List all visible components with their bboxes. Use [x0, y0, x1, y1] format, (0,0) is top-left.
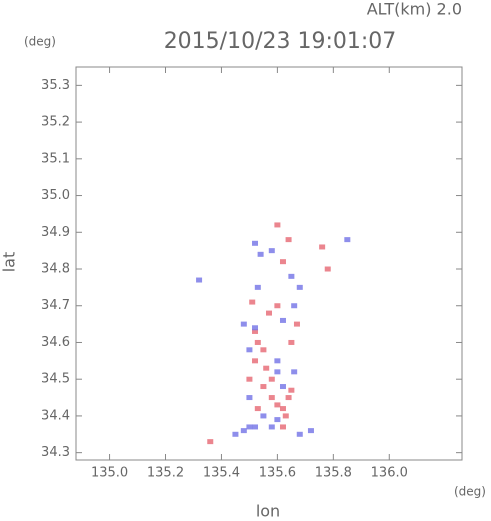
- y-tick-label: 35.2: [41, 115, 70, 130]
- data-point: [260, 413, 267, 419]
- data-point: [279, 406, 286, 412]
- x-tick-label: 135.4: [203, 466, 240, 481]
- y-tick-label: 34.9: [41, 225, 70, 240]
- data-point: [324, 266, 331, 272]
- data-point: [268, 424, 275, 430]
- x-tick-label: 136.0: [371, 466, 408, 481]
- data-point: [257, 251, 264, 257]
- data-point: [285, 395, 292, 401]
- data-point: [274, 369, 281, 375]
- data-point: [296, 431, 303, 437]
- y-unit: (deg): [24, 35, 56, 49]
- x-unit: (deg): [454, 485, 486, 499]
- data-point: [344, 237, 351, 243]
- data-point: [288, 273, 295, 279]
- data-point: [246, 347, 253, 353]
- altitude-label: ALT(km) 2.0: [367, 0, 462, 19]
- data-point: [279, 317, 286, 323]
- data-point: [252, 328, 259, 334]
- y-tick-label: 35.1: [41, 151, 70, 166]
- data-point: [268, 248, 275, 254]
- data-point: [274, 222, 281, 228]
- y-tick-label: 34.7: [41, 298, 70, 313]
- data-point: [319, 244, 326, 250]
- data-point: [246, 424, 253, 430]
- data-point: [252, 358, 259, 364]
- data-point: [240, 321, 247, 327]
- data-point: [252, 424, 259, 430]
- data-point: [260, 384, 267, 390]
- data-point: [196, 277, 203, 283]
- plot-frame: [75, 66, 463, 461]
- data-point: [254, 284, 261, 290]
- x-tick-label: 135.0: [91, 466, 128, 481]
- data-point: [282, 413, 289, 419]
- data-point: [274, 402, 281, 408]
- data-point: [291, 369, 298, 375]
- data-point: [252, 240, 259, 246]
- y-tick-label: 35.0: [41, 188, 70, 203]
- data-point: [279, 259, 286, 265]
- data-point: [246, 376, 253, 382]
- data-point: [291, 303, 298, 309]
- data-point: [240, 428, 247, 434]
- x-tick-label: 135.8: [315, 466, 352, 481]
- data-point: [232, 431, 239, 437]
- y-tick-label: 34.4: [41, 408, 70, 423]
- x-tick-label: 135.2: [147, 466, 184, 481]
- y-tick-label: 35.3: [41, 78, 70, 93]
- data-point: [288, 339, 295, 345]
- data-point: [288, 387, 295, 393]
- data-point: [274, 303, 281, 309]
- data-point: [307, 428, 314, 434]
- x-tick-label: 135.6: [259, 466, 296, 481]
- data-point: [249, 299, 256, 305]
- data-point: [263, 365, 270, 371]
- data-point: [274, 417, 281, 423]
- y-tick-label: 34.3: [41, 445, 70, 460]
- data-point: [279, 384, 286, 390]
- data-point: [207, 439, 214, 445]
- data-point: [254, 339, 261, 345]
- x-axis-label: lon: [256, 502, 280, 521]
- data-point: [260, 347, 267, 353]
- data-point: [296, 284, 303, 290]
- data-point: [274, 358, 281, 364]
- data-point: [285, 237, 292, 243]
- data-point: [246, 395, 253, 401]
- data-point: [268, 395, 275, 401]
- chart-title: 2015/10/23 19:01:07: [164, 29, 397, 54]
- y-axis-label: lat: [0, 252, 19, 273]
- data-point: [268, 376, 275, 382]
- data-point: [279, 424, 286, 430]
- data-point: [293, 321, 300, 327]
- data-point: [252, 325, 259, 331]
- y-tick-label: 34.6: [41, 335, 70, 350]
- data-point: [266, 310, 272, 316]
- y-tick-label: 34.8: [41, 262, 70, 277]
- y-tick-label: 34.5: [41, 372, 70, 387]
- data-point: [254, 406, 261, 412]
